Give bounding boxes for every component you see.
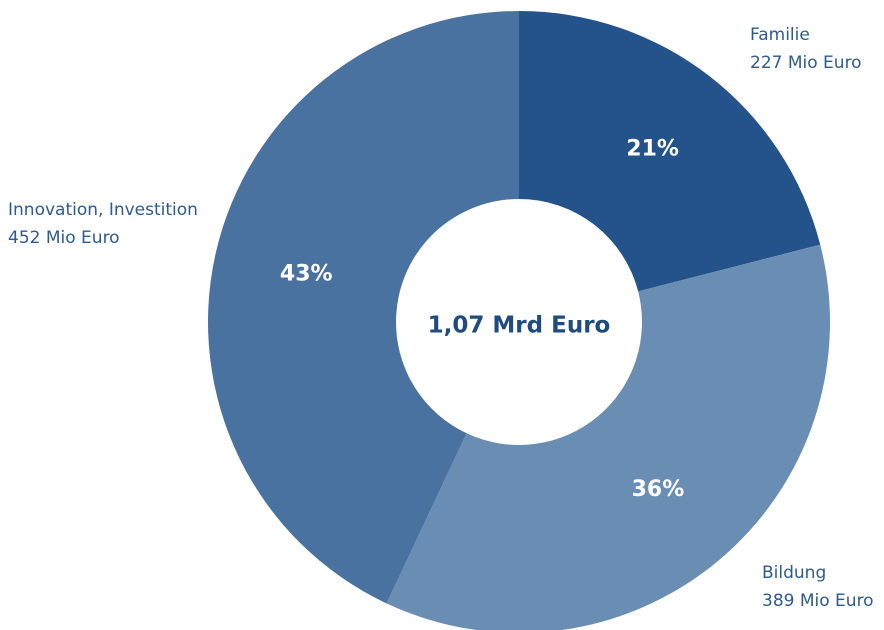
value-label: 21% — [626, 137, 679, 162]
amount-label: 227 Mio Euro — [750, 53, 862, 73]
donut-segment — [519, 11, 821, 292]
value-label: 36% — [632, 477, 685, 502]
donut-segment — [386, 244, 830, 630]
amount-label: 452 Mio Euro — [8, 228, 120, 248]
category-label: Bildung — [762, 563, 826, 583]
donut-segment — [208, 11, 519, 604]
category-label: Familie — [750, 25, 810, 45]
category-label: Innovation, Investition — [8, 200, 198, 220]
amount-label: 389 Mio Euro — [762, 591, 874, 611]
center-label: 1,07 Mrd Euro — [428, 313, 611, 339]
value-label: 43% — [280, 261, 333, 286]
